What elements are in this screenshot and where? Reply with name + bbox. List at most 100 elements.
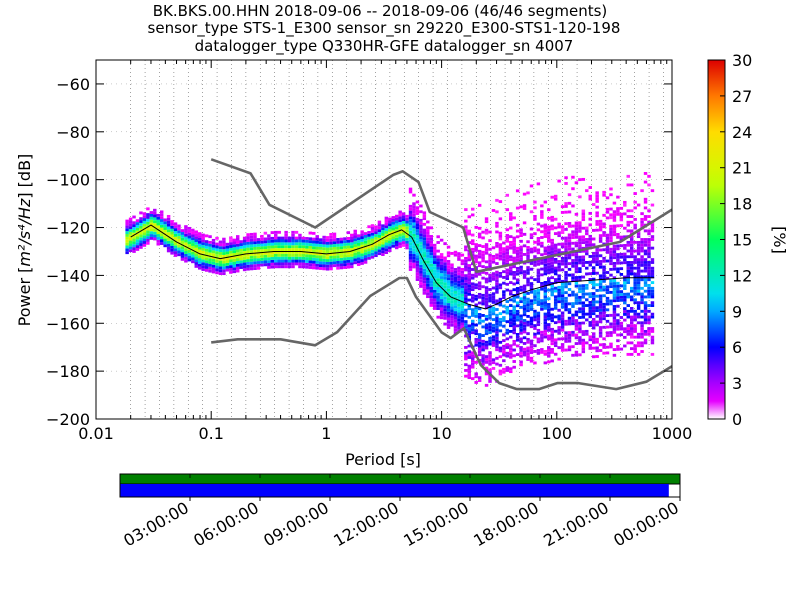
- psd-cell: [550, 316, 554, 320]
- psd-cell: [325, 247, 330, 251]
- psd-cell: [432, 301, 437, 305]
- psd-cell: [439, 290, 444, 294]
- psd-cell: [647, 266, 651, 270]
- y-tick-label: −100: [46, 171, 90, 190]
- psd-cell: [453, 290, 458, 294]
- psd-cell: [602, 302, 606, 306]
- psd-cell: [578, 298, 582, 302]
- psd-cell: [571, 353, 575, 357]
- psd-cell: [553, 301, 558, 304]
- psd-cell: [222, 243, 226, 247]
- psd-cell: [616, 267, 620, 271]
- psd-cell: [619, 316, 624, 319]
- psd-cell: [457, 295, 461, 299]
- psd-cell: [491, 277, 496, 281]
- psd-cell: [477, 249, 482, 253]
- psd-cell: [526, 303, 530, 307]
- psd-cell: [550, 290, 554, 294]
- psd-cell: [201, 245, 205, 248]
- psd-cell: [128, 240, 133, 244]
- psd-cell: [474, 246, 478, 249]
- colorbar-tick-label: 24: [732, 123, 752, 142]
- x-axis-label: Period [s]: [345, 450, 421, 469]
- psd-cell: [585, 272, 589, 276]
- psd-cell: [647, 243, 651, 247]
- psd-cell: [519, 228, 523, 232]
- time-tick-label: 03:00:00: [120, 498, 192, 550]
- psd-cell: [643, 249, 648, 253]
- psd-cell: [132, 227, 136, 230]
- psd-cell: [471, 207, 475, 211]
- psd-cell: [609, 282, 613, 286]
- psd-cell: [564, 222, 568, 226]
- psd-cell: [567, 242, 572, 245]
- psd-cell: [557, 326, 561, 329]
- psd-cell: [419, 259, 423, 262]
- psd-cell: [571, 204, 575, 208]
- colorbar-tick-label: 30: [732, 51, 752, 70]
- psd-cell: [533, 295, 537, 299]
- psd-cell: [623, 246, 627, 250]
- psd-cell: [453, 305, 458, 309]
- psd-cell: [595, 211, 599, 215]
- psd-cell: [564, 339, 568, 343]
- psd-cell: [550, 250, 554, 254]
- psd-cell: [363, 255, 368, 258]
- psd-cell: [450, 292, 454, 296]
- psd-cell: [612, 287, 617, 291]
- psd-cell: [450, 274, 454, 278]
- psd-cell: [384, 233, 389, 237]
- psd-cell: [612, 227, 617, 231]
- psd-cell: [291, 248, 295, 251]
- psd-cell: [415, 235, 420, 238]
- psd-cell: [626, 281, 630, 285]
- psd-cell: [194, 253, 198, 257]
- psd-cell: [643, 284, 648, 287]
- psd-cell: [263, 257, 268, 261]
- psd-cell: [488, 262, 492, 266]
- psd-cell: [325, 244, 330, 248]
- psd-cell: [550, 276, 554, 280]
- psd-cell: [339, 240, 344, 244]
- psd-cell: [536, 337, 541, 341]
- psd-cell: [166, 237, 171, 241]
- psd-cell: [578, 267, 582, 271]
- psd-cell: [170, 225, 174, 229]
- psd-cell: [426, 263, 430, 267]
- psd-cell: [446, 280, 451, 283]
- psd-cell: [457, 257, 461, 261]
- psd-cell: [536, 311, 541, 315]
- psd-cell: [619, 252, 624, 256]
- psd-cell: [325, 236, 330, 239]
- psd-cell: [329, 235, 333, 239]
- psd-cell: [353, 241, 357, 245]
- psd-cell: [381, 241, 385, 245]
- psd-cell: [636, 275, 641, 279]
- psd-cell: [132, 250, 136, 253]
- psd-cell: [201, 233, 205, 237]
- colorbar-tick-label: 27: [732, 87, 752, 106]
- psd-cell: [567, 288, 572, 291]
- psd-cell: [128, 226, 133, 230]
- psd-cell: [636, 246, 641, 250]
- psd-cell: [305, 248, 309, 252]
- psd-cell: [588, 300, 592, 304]
- psd-cell: [643, 278, 648, 282]
- psd-cell: [457, 280, 461, 284]
- psd-cell: [204, 245, 209, 249]
- psd-cell: [263, 254, 268, 258]
- psd-cell: [204, 257, 209, 261]
- psd-cell: [633, 206, 637, 210]
- psd-cell: [616, 299, 620, 302]
- psd-cell: [633, 344, 637, 348]
- psd-cell: [322, 258, 326, 262]
- psd-cell: [547, 216, 551, 220]
- psd-cell: [308, 266, 313, 269]
- psd-cell: [605, 196, 610, 200]
- psd-cell: [356, 234, 361, 238]
- psd-cell: [191, 243, 195, 246]
- psd-cell: [412, 219, 416, 223]
- psd-cell: [280, 262, 285, 266]
- psd-cell: [498, 234, 503, 238]
- psd-cell: [560, 343, 565, 346]
